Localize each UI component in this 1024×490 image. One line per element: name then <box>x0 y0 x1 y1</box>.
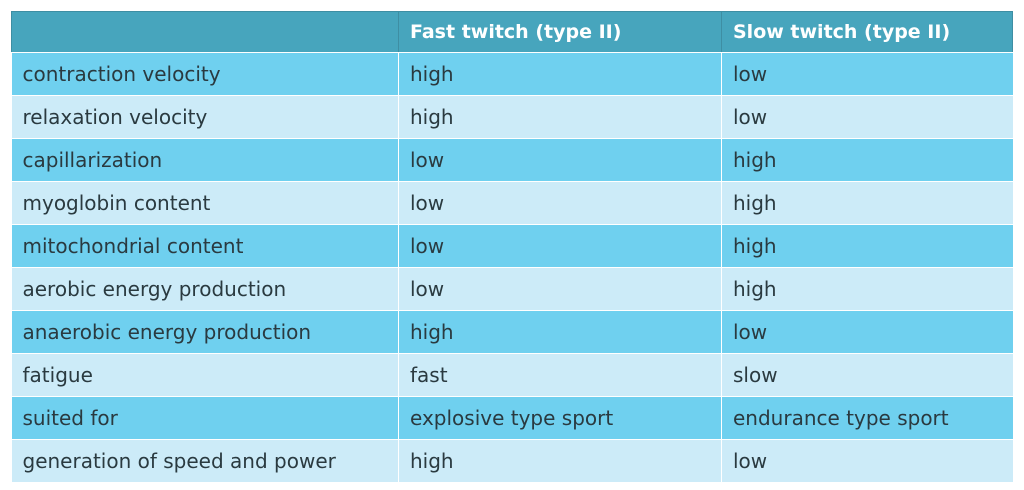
fast-twitch-cell: high <box>398 310 722 354</box>
fast-twitch-cell: explosive type sport <box>398 396 722 440</box>
table-row: generation of speed and power high low <box>11 439 1013 483</box>
fast-twitch-cell: fast <box>398 353 722 397</box>
fast-twitch-cell: low <box>398 181 722 225</box>
fast-twitch-cell: low <box>398 224 722 268</box>
property-cell: generation of speed and power <box>11 439 399 483</box>
table-row: fatigue fast slow <box>11 353 1013 397</box>
fast-twitch-cell: low <box>398 267 722 311</box>
table-row: anaerobic energy production high low <box>11 310 1013 354</box>
header-cell-property <box>11 11 399 53</box>
header-row: Fast twitch (type II) Slow twitch (type … <box>11 11 1013 53</box>
header-cell-slow-twitch: Slow twitch (type II) <box>721 11 1013 53</box>
table-row: relaxation velocity high low <box>11 95 1013 139</box>
property-cell: fatigue <box>11 353 399 397</box>
property-cell: capillarization <box>11 138 399 182</box>
table-row: capillarization low high <box>11 138 1013 182</box>
fast-twitch-cell: low <box>398 138 722 182</box>
table-row: contraction velocity high low <box>11 52 1013 96</box>
property-cell: mitochondrial content <box>11 224 399 268</box>
comparison-table-container: Fast twitch (type II) Slow twitch (type … <box>11 11 1013 483</box>
property-cell: anaerobic energy production <box>11 310 399 354</box>
slow-twitch-cell: low <box>721 439 1013 483</box>
muscle-fiber-comparison-table: Fast twitch (type II) Slow twitch (type … <box>11 11 1013 483</box>
table-row: aerobic energy production low high <box>11 267 1013 311</box>
table-header: Fast twitch (type II) Slow twitch (type … <box>11 11 1013 53</box>
slow-twitch-cell: low <box>721 95 1013 139</box>
property-cell: relaxation velocity <box>11 95 399 139</box>
slow-twitch-cell: high <box>721 138 1013 182</box>
header-cell-fast-twitch: Fast twitch (type II) <box>398 11 722 53</box>
fast-twitch-cell: high <box>398 52 722 96</box>
table-row: suited for explosive type sport enduranc… <box>11 396 1013 440</box>
table-body: contraction velocity high low relaxation… <box>11 52 1013 483</box>
fast-twitch-cell: high <box>398 95 722 139</box>
property-cell: myoglobin content <box>11 181 399 225</box>
property-cell: suited for <box>11 396 399 440</box>
slow-twitch-cell: high <box>721 224 1013 268</box>
slow-twitch-cell: low <box>721 52 1013 96</box>
slow-twitch-cell: high <box>721 181 1013 225</box>
slow-twitch-cell: slow <box>721 353 1013 397</box>
property-cell: contraction velocity <box>11 52 399 96</box>
table-row: mitochondrial content low high <box>11 224 1013 268</box>
slow-twitch-cell: endurance type sport <box>721 396 1013 440</box>
slow-twitch-cell: high <box>721 267 1013 311</box>
property-cell: aerobic energy production <box>11 267 399 311</box>
slow-twitch-cell: low <box>721 310 1013 354</box>
fast-twitch-cell: high <box>398 439 722 483</box>
table-row: myoglobin content low high <box>11 181 1013 225</box>
